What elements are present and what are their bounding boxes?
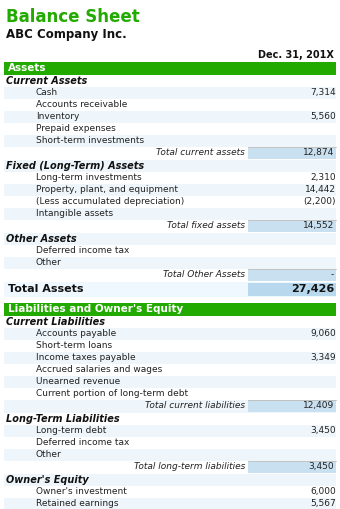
Text: Balance Sheet: Balance Sheet	[6, 8, 140, 26]
Text: 5,560: 5,560	[310, 112, 336, 121]
FancyBboxPatch shape	[4, 184, 336, 196]
FancyBboxPatch shape	[4, 340, 336, 352]
FancyBboxPatch shape	[4, 474, 336, 486]
FancyBboxPatch shape	[248, 221, 336, 232]
FancyBboxPatch shape	[4, 160, 336, 172]
Text: Owner's Equity: Owner's Equity	[6, 475, 89, 485]
Text: ABC Company Inc.: ABC Company Inc.	[6, 28, 127, 41]
Text: Current Assets: Current Assets	[6, 76, 87, 86]
Text: (Less accumulated depreciation): (Less accumulated depreciation)	[36, 197, 184, 206]
Text: Total fixed assets: Total fixed assets	[167, 221, 245, 230]
Text: Deferred income tax: Deferred income tax	[36, 246, 130, 255]
Text: Dec. 31, 201X: Dec. 31, 201X	[258, 50, 334, 60]
Text: Unearned revenue: Unearned revenue	[36, 377, 120, 386]
FancyBboxPatch shape	[4, 364, 336, 376]
FancyBboxPatch shape	[4, 303, 336, 316]
Text: Accounts receivable: Accounts receivable	[36, 100, 128, 109]
FancyBboxPatch shape	[4, 123, 336, 135]
Text: Short-term investments: Short-term investments	[36, 136, 144, 145]
FancyBboxPatch shape	[4, 316, 336, 328]
Text: Total current assets: Total current assets	[156, 148, 245, 157]
Text: 9,060: 9,060	[310, 329, 336, 338]
FancyBboxPatch shape	[4, 352, 336, 364]
FancyBboxPatch shape	[4, 233, 336, 245]
Text: Cash: Cash	[36, 88, 58, 97]
Text: Liabilities and Owner's Equity: Liabilities and Owner's Equity	[8, 304, 183, 314]
FancyBboxPatch shape	[4, 172, 336, 184]
FancyBboxPatch shape	[248, 401, 336, 412]
FancyBboxPatch shape	[4, 437, 336, 449]
FancyBboxPatch shape	[4, 196, 336, 208]
FancyBboxPatch shape	[4, 135, 336, 147]
Text: Property, plant, and equipment: Property, plant, and equipment	[36, 185, 178, 194]
Text: (2,200): (2,200)	[304, 197, 336, 206]
FancyBboxPatch shape	[4, 282, 336, 297]
Text: Long-Term Liabilities: Long-Term Liabilities	[6, 414, 120, 424]
Text: Other: Other	[36, 258, 62, 267]
Text: 3,450: 3,450	[310, 426, 336, 435]
Text: Intangible assets: Intangible assets	[36, 209, 113, 218]
FancyBboxPatch shape	[4, 75, 336, 87]
Text: 2,310: 2,310	[310, 173, 336, 182]
Text: Retained earnings: Retained earnings	[36, 499, 119, 508]
Text: Income taxes payable: Income taxes payable	[36, 353, 136, 362]
Text: Assets: Assets	[8, 63, 47, 73]
Text: 14,442: 14,442	[305, 185, 336, 194]
FancyBboxPatch shape	[4, 425, 336, 437]
Text: Fixed (Long-Term) Assets: Fixed (Long-Term) Assets	[6, 161, 144, 171]
FancyBboxPatch shape	[4, 376, 336, 388]
FancyBboxPatch shape	[4, 220, 336, 233]
Text: 3,349: 3,349	[310, 353, 336, 362]
FancyBboxPatch shape	[248, 283, 336, 296]
Text: 3,450: 3,450	[308, 462, 334, 471]
Text: Accrued salaries and wages: Accrued salaries and wages	[36, 365, 162, 374]
FancyBboxPatch shape	[4, 87, 336, 99]
Text: Short-term loans: Short-term loans	[36, 341, 112, 350]
Text: Prepaid expenses: Prepaid expenses	[36, 124, 116, 133]
FancyBboxPatch shape	[4, 328, 336, 340]
Text: 6,000: 6,000	[310, 487, 336, 496]
FancyBboxPatch shape	[4, 245, 336, 257]
Text: 12,409: 12,409	[303, 401, 334, 410]
Text: 14,552: 14,552	[303, 221, 334, 230]
Text: 7,314: 7,314	[310, 88, 336, 97]
Text: Current portion of long-term debt: Current portion of long-term debt	[36, 389, 188, 398]
Text: Inventory: Inventory	[36, 112, 79, 121]
FancyBboxPatch shape	[4, 257, 336, 269]
FancyBboxPatch shape	[4, 147, 336, 160]
Text: 12,874: 12,874	[303, 148, 334, 157]
Text: Total Assets: Total Assets	[8, 284, 84, 294]
Text: Long-term debt: Long-term debt	[36, 426, 106, 435]
Text: Accounts payable: Accounts payable	[36, 329, 116, 338]
FancyBboxPatch shape	[4, 486, 336, 498]
Text: Other: Other	[36, 450, 62, 459]
FancyBboxPatch shape	[4, 208, 336, 220]
FancyBboxPatch shape	[4, 400, 336, 413]
FancyBboxPatch shape	[248, 148, 336, 159]
FancyBboxPatch shape	[4, 461, 336, 474]
FancyBboxPatch shape	[4, 413, 336, 425]
FancyBboxPatch shape	[4, 99, 336, 111]
FancyBboxPatch shape	[4, 449, 336, 461]
FancyBboxPatch shape	[4, 388, 336, 400]
Text: Total current liabilities: Total current liabilities	[145, 401, 245, 410]
Text: Deferred income tax: Deferred income tax	[36, 438, 130, 447]
FancyBboxPatch shape	[4, 62, 336, 75]
Text: Total Other Assets: Total Other Assets	[163, 270, 245, 279]
Text: 5,567: 5,567	[310, 499, 336, 508]
Text: Long-term investments: Long-term investments	[36, 173, 142, 182]
FancyBboxPatch shape	[248, 462, 336, 473]
Text: Current Liabilities: Current Liabilities	[6, 317, 105, 327]
Text: Other Assets: Other Assets	[6, 234, 77, 244]
FancyBboxPatch shape	[4, 498, 336, 509]
FancyBboxPatch shape	[248, 270, 336, 281]
Text: -: -	[331, 270, 334, 279]
FancyBboxPatch shape	[4, 111, 336, 123]
Text: 27,426: 27,426	[291, 284, 334, 294]
FancyBboxPatch shape	[4, 269, 336, 282]
Text: Total long-term liabilities: Total long-term liabilities	[134, 462, 245, 471]
Text: Owner's investment: Owner's investment	[36, 487, 127, 496]
